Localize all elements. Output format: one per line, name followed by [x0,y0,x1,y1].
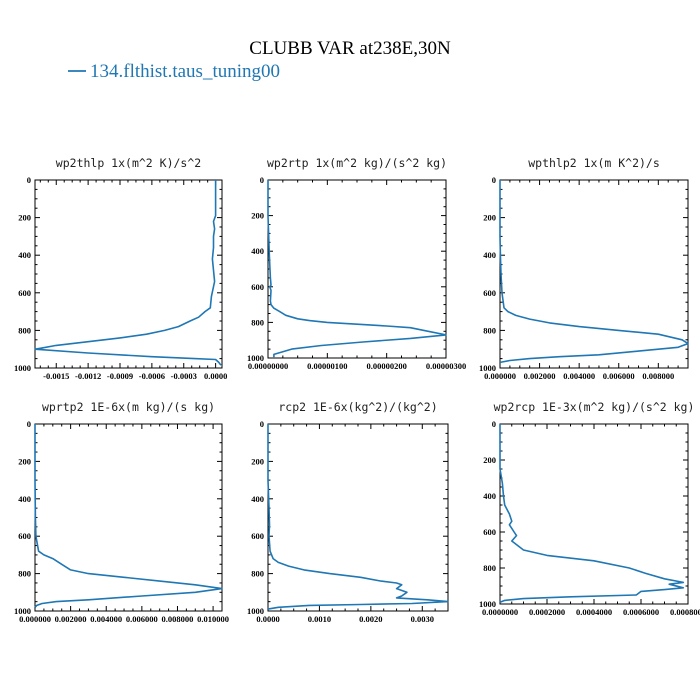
x-tick-label: 0.006000 [603,371,635,381]
x-tick-label: 0.0000000 [482,607,518,617]
y-tick-label: 200 [483,213,496,223]
panel-title: wp2rtp 1x(m^2 kg)/(s^2 kg) [267,156,447,170]
x-tick-label: 0.006000 [126,614,158,624]
y-tick-label: 600 [18,288,31,298]
y-tick-label: 400 [251,494,264,504]
plot-frame [34,423,223,612]
panel-6: wp2rcp 1E-3x(m^2 kg)/(s^2 kg) 0 200 400 600 8… [479,400,700,617]
panel-title: wprtp2 1E-6x(m kg)/(s kg) [42,400,215,414]
x-tick-label: 0.002000 [55,614,87,624]
x-tick-label: 0.0006000 [623,607,659,617]
x-tick-label: 0.0004000 [576,607,612,617]
series-line [267,424,449,610]
panel-5: rcp2 1E-6x(kg^2)/(kg^2) 0 200 400 600 800 1000… [247,400,449,624]
y-tick-label: 200 [483,455,496,465]
x-tick-label: 0.000000 [484,371,516,381]
panel-grid: wp2thlp 1x(m^2 K)/s^2 0 200 400 600 800 1000 -0… [14,156,700,624]
y-tick-label: 0 [492,419,496,429]
y-tick-label: 200 [18,456,31,466]
y-tick-label: 1000 [14,606,31,616]
y-tick-label: 400 [18,250,31,260]
x-tick-label: 0.00000200 [366,361,406,371]
x-tick-label: -0.0012 [75,371,101,381]
panel-title: wp2thlp 1x(m^2 K)/s^2 [56,156,201,170]
panel-title: wpthlp2 1x(m K^2)/s [528,156,660,170]
x-tick-label: 0.0010 [308,614,331,624]
panel-2: wp2rtp 1x(m^2 kg)/(s^2 kg)0 200 400 600 800 1… [247,156,466,371]
x-tick-label: 0.0008000 [670,607,700,617]
y-tick-label: 0 [260,419,264,429]
series-line [267,180,447,358]
y-tick-label: 1000 [479,599,496,609]
y-tick-label: 1000 [247,606,264,616]
y-tick-label: 600 [18,531,31,541]
y-tick-label: 600 [251,531,264,541]
y-tick-label: 200 [251,456,264,466]
y-tick-label: 400 [483,250,496,260]
series-line [34,180,222,366]
panel-3: wpthlp2 1x(m K^2)/s020040060080010000.00… [479,156,689,381]
x-tick-label: 0.0002000 [529,607,565,617]
y-tick-label: 800 [18,325,31,335]
y-tick-label: 200 [251,211,264,221]
y-tick-label: 0 [492,175,496,185]
x-tick-label: 0.00000300 [426,361,466,371]
y-tick-label: 200 [18,213,31,223]
y-tick-label: 0 [27,175,31,185]
panel-title: wp2rcp 1E-3x(m^2 kg)/(s^2 kg) [494,400,695,414]
y-tick-label: 800 [251,569,264,579]
x-tick-label: 0.0030 [411,614,434,624]
x-tick-label: 0.010000 [197,614,229,624]
x-tick-label: 0.00000000 [248,361,288,371]
x-tick-label: 0.002000 [524,371,556,381]
x-tick-label: 0.008000 [642,371,674,381]
y-tick-label: 1000 [479,363,496,373]
x-tick-label: -0.0009 [107,371,133,381]
y-tick-label: 800 [483,325,496,335]
x-tick-label: 0.0000 [256,614,279,624]
y-tick-label: 800 [483,563,496,573]
x-tick-label: 0.0000 [204,371,227,381]
legend-label: 134.flthist.taus_tuning00 [90,61,280,82]
y-tick-label: 0 [27,419,31,429]
panel-1: wp2thlp 1x(m^2 K)/s^2 0 200 400 600 800 1000 -0… [14,156,227,381]
y-tick-label: 0 [260,175,264,185]
y-tick-label: 600 [483,288,496,298]
y-tick-label: 800 [251,317,264,327]
y-tick-label: 600 [483,527,496,537]
y-tick-label: 400 [483,491,496,501]
x-tick-label: 0.004000 [90,614,122,624]
series-line [499,180,689,364]
y-tick-label: 800 [18,569,31,579]
x-tick-label: 0.008000 [162,614,194,624]
panel-title: rcp2 1E-6x(kg^2)/(kg^2) [278,400,437,414]
figure-title: CLUBB VAR at238E,30N [249,38,451,59]
y-tick-label: 1000 [247,353,264,363]
panel-4: wprtp2 1E-6x(m kg)/(s kg) 0 200 400 600 800 10… [14,400,229,624]
plot-frame [34,179,223,369]
series-line [499,424,685,603]
x-tick-label: -0.0003 [171,371,197,381]
y-tick-label: 400 [251,246,264,256]
y-tick-label: 400 [18,494,31,504]
y-tick-label: 600 [251,282,264,292]
plot-frame [267,179,447,359]
x-tick-label: 0.000000 [19,614,51,624]
plot-frame [267,423,449,612]
x-tick-label: 0.00000100 [307,361,347,371]
y-tick-label: 1000 [14,363,31,373]
x-tick-label: -0.0006 [139,371,165,381]
plot-frame [499,179,689,369]
x-tick-label: -0.0015 [43,371,69,381]
x-tick-label: 0.0020 [359,614,382,624]
x-tick-label: 0.004000 [563,371,595,381]
series-line [34,424,223,608]
